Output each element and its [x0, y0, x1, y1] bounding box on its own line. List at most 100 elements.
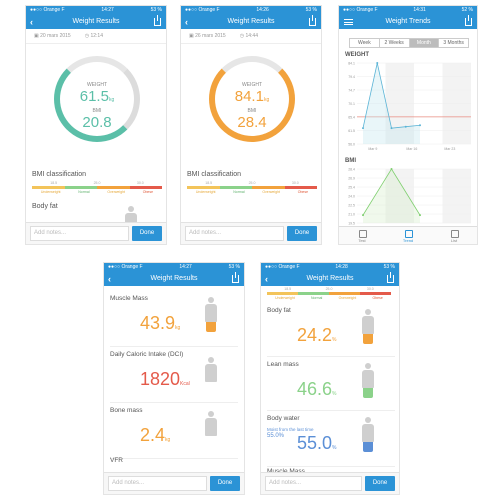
metric-body-fat: Body fat 24.2% [267, 303, 395, 357]
tab-list[interactable]: List [431, 227, 477, 244]
battery: 53 % [150, 7, 162, 13]
date-line: ▣ 26 mars 2015 ◷ 14:44 [181, 29, 321, 44]
y-tick-label: 28.4 [348, 168, 355, 172]
data-point [390, 127, 393, 130]
y-tick-label: 24.0 [348, 195, 355, 199]
share-icon[interactable] [154, 15, 161, 26]
tab-test[interactable]: Test [339, 227, 385, 244]
time-label: ◷ 12:14 [84, 33, 103, 39]
notes-bar: Add notes... Done [181, 222, 321, 244]
bmi-value: 20.8 [82, 114, 112, 131]
weight-value: 84.1kg [234, 88, 270, 105]
share-icon[interactable] [387, 272, 394, 283]
metric-lean-mass: Lean mass 46.6% [267, 357, 395, 411]
bmi-scale-labels: Underweight Normal Overweight Obese [275, 296, 383, 300]
done-button[interactable]: Done [287, 226, 317, 241]
menu-icon[interactable] [344, 19, 353, 25]
muscle-figure-icon [204, 297, 218, 332]
bmi-ticks: 18.5 25.0 30.0 [284, 287, 374, 291]
tab-2-weeks[interactable]: 2 Weeks [380, 39, 410, 47]
done-button[interactable]: Done [365, 476, 395, 491]
back-chevron-icon[interactable]: ‹ [30, 17, 33, 27]
x-tick-label: Mar 16 [406, 147, 417, 151]
carrier: ●●○○ Orange F [30, 7, 65, 13]
done-button[interactable]: Done [132, 226, 162, 241]
y-tick-label: 22.5 [348, 204, 355, 208]
done-button[interactable]: Done [210, 476, 240, 491]
data-point [362, 127, 364, 130]
nav-bar: Weight Trends [339, 15, 477, 29]
share-icon[interactable] [465, 15, 472, 26]
tab-week[interactable]: Week [350, 39, 380, 47]
back-chevron-icon[interactable]: ‹ [108, 274, 111, 284]
clock: 14:27 [101, 7, 114, 13]
back-chevron-icon[interactable]: ‹ [265, 274, 268, 284]
nav-title: Weight Results [306, 275, 354, 282]
weight-label: WEIGHT [87, 82, 107, 88]
bmi-scale-labels: Underweight Normal Overweight Obese [195, 190, 309, 194]
tab-month[interactable]: Month [409, 39, 440, 47]
weight-ring: WEIGHT 84.1kg BMI 28.4 [209, 56, 295, 142]
weight-trend-chart: 84.1 79.4 74.7 70.1 65.4 61.5 56.0 Mar 9 Mar 16 M… [348, 62, 471, 151]
y-tick-label: 56.0 [348, 143, 355, 147]
screen-weight-results-2: ●●○○ Orange F 14:26 53 % ‹ Weight Result… [180, 5, 322, 245]
series-area [363, 63, 420, 144]
nav-title: Weight Results [150, 275, 198, 282]
y-tick-label: 70.1 [348, 102, 355, 106]
date-line: ▣ 20 mars 2015 ◷ 12:14 [26, 29, 166, 44]
body-figure-icon [204, 357, 218, 382]
screen-weight-results-details-2: ●●○○ Orange F 14:28 53 % ‹ Weight Result… [260, 262, 400, 495]
status-bar: ●●○○ Orange F 14:28 53 % [261, 263, 399, 272]
back-chevron-icon[interactable]: ‹ [185, 17, 188, 27]
nav-bar: ‹ Weight Results [104, 272, 244, 286]
weight-label: WEIGHT [242, 82, 262, 88]
share-icon[interactable] [309, 15, 316, 26]
data-point [404, 125, 407, 128]
status-bar: ●●○○ Orange F 14:27 53 % [26, 6, 166, 15]
screen-weight-trends: ●●○○ Orange F 14:31 52 % Weight Trends W… [338, 5, 478, 245]
data-point [362, 214, 364, 217]
bmi-classification-title: BMI classification [32, 171, 87, 178]
bmi-scale-labels: Underweight Normal Overweight Obese [40, 190, 154, 194]
y-tick-label: 61.5 [348, 129, 355, 133]
clock: 14:28 [335, 264, 348, 270]
weight-value: 61.5kg [79, 88, 115, 105]
notes-bar: Add notes... Done [26, 222, 166, 244]
y-tick-label: 25.4 [348, 186, 355, 190]
metric-muscle-mass: Muscle Mass 43.9kg [110, 291, 238, 347]
nav-bar: ‹ Weight Results [181, 15, 321, 29]
status-bar: ●●○○ Orange F 14:26 53 % [181, 6, 321, 15]
series-area [363, 169, 420, 223]
body-water-figure-icon [361, 417, 375, 452]
bmi-scale-bar [32, 186, 162, 189]
notes-input[interactable]: Add notes... [185, 226, 284, 241]
weight-chart-title: WEIGHT [345, 52, 369, 58]
nav-bar: ‹ Weight Results [26, 15, 166, 29]
data-point [376, 62, 379, 64]
bmi-label: BMI [92, 108, 102, 114]
screen-weight-results-details-1: ●●○○ Orange F 14:27 53 % ‹ Weight Result… [103, 262, 245, 495]
bmi-scale-bar [267, 292, 391, 295]
nav-title: Weight Trends [385, 18, 431, 25]
y-tick-label: 26.9 [348, 177, 355, 181]
bmi-chart-title: BMI [345, 158, 356, 164]
notes-input[interactable]: Add notes... [265, 476, 362, 491]
notes-input[interactable]: Add notes... [108, 476, 207, 491]
tab-3-months[interactable]: 3 Months [443, 40, 464, 46]
y-tick-label: 79.4 [348, 75, 355, 79]
share-icon[interactable] [232, 272, 239, 283]
bmi-label: BMI [247, 108, 257, 114]
nav-title: Weight Results [227, 18, 275, 25]
y-tick-label: 84.1 [348, 62, 355, 66]
bmi-classification-title: BMI classification [187, 171, 242, 178]
notes-input[interactable]: Add notes... [30, 226, 129, 241]
bottom-tab-bar: Test Trend List [339, 226, 477, 244]
x-tick-label: Mar 9 [368, 147, 377, 151]
date-label: ▣ 20 mars 2015 [34, 33, 71, 39]
metric-bone-mass: Bone mass 2.4kg [110, 403, 238, 459]
tab-trend[interactable]: Trend [385, 227, 431, 244]
data-point [390, 168, 393, 170]
metric-vfr: VFR [110, 457, 123, 464]
battery: 53 % [305, 7, 317, 13]
status-bar: ●●○○ Orange F 14:31 52 % [339, 6, 477, 15]
